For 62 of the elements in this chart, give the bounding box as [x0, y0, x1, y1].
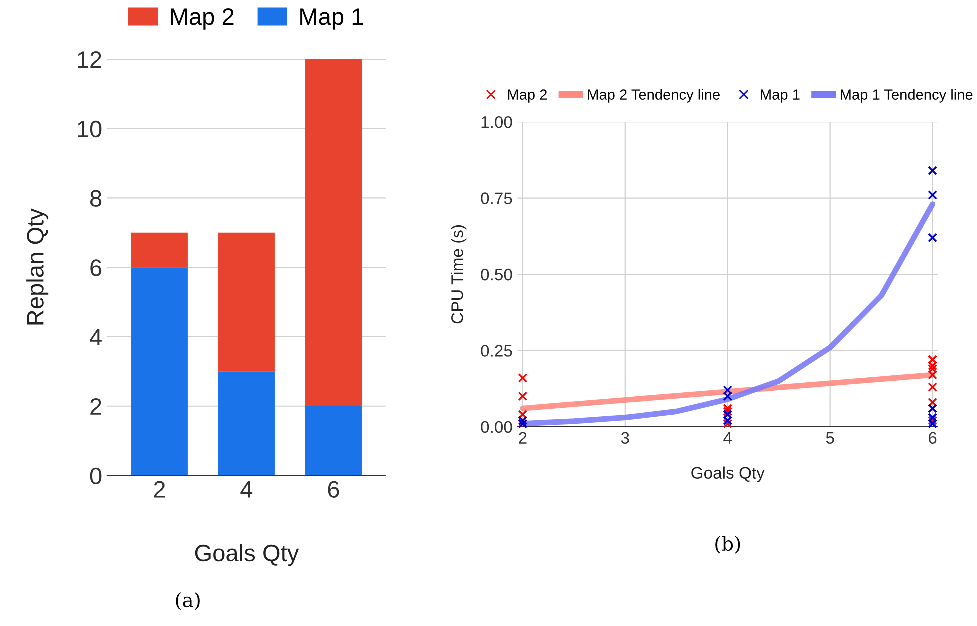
point — [518, 410, 528, 420]
point — [928, 416, 938, 426]
bar — [131, 268, 188, 476]
point — [723, 404, 733, 414]
y-axis-title: CPU Time (s) — [451, 226, 467, 324]
point — [928, 364, 938, 374]
point — [928, 398, 938, 408]
x-axis-title: Goals Qty — [692, 466, 765, 482]
x-tick-label: 2 — [519, 432, 527, 444]
legend-label: Map 2 — [171, 8, 234, 30]
bar — [131, 232, 188, 268]
point — [723, 406, 733, 416]
legend-label: Map 1 — [300, 8, 364, 30]
y-axis-title: Replan Qty — [26, 208, 49, 325]
x-tick-label: 5 — [826, 432, 834, 444]
point — [723, 416, 733, 426]
y-tick-label: 0 — [90, 468, 102, 485]
y-tick-label: 0.00 — [481, 421, 512, 434]
x-tick-label: 3 — [621, 432, 630, 444]
point — [928, 404, 938, 414]
text: (a) — [176, 592, 200, 610]
point — [928, 166, 938, 176]
y-tick-label: 2 — [90, 398, 102, 415]
point — [723, 392, 733, 402]
x-axis-title: Goals Qty — [195, 544, 300, 566]
y-tick-label: 10 — [78, 120, 102, 138]
x-tick-label: 4 — [724, 432, 732, 444]
bar — [305, 59, 362, 406]
point — [518, 416, 528, 426]
bar — [305, 406, 362, 476]
bar — [218, 232, 275, 372]
point — [723, 386, 733, 396]
point — [928, 361, 938, 371]
point — [723, 410, 733, 420]
point — [928, 382, 938, 392]
x-tick-label: 2 — [154, 481, 166, 498]
point — [518, 392, 528, 402]
text: (b) — [716, 536, 740, 554]
bar — [218, 372, 275, 476]
point — [518, 373, 528, 383]
y-tick-label: 8 — [90, 190, 102, 208]
x-tick-label: 6 — [929, 432, 937, 444]
y-tick-label: 4 — [90, 329, 102, 346]
y-tick-label: 0.75 — [481, 192, 512, 204]
point — [928, 355, 938, 365]
y-tick-label: 0.25 — [481, 345, 512, 357]
point — [928, 419, 938, 429]
y-tick-label: 12 — [78, 52, 102, 68]
legend-label: Map 2 Tendency line — [588, 89, 720, 103]
point — [928, 413, 938, 422]
y-tick-label: 6 — [90, 260, 102, 276]
point — [928, 370, 938, 380]
point — [928, 190, 938, 200]
x-tick-label: 6 — [328, 481, 340, 498]
legend-label: Map 1 — [761, 90, 800, 103]
legend-label: Map 1 Tendency line — [841, 89, 973, 103]
legend-label: Map 2 — [508, 90, 547, 103]
point — [723, 419, 733, 429]
y-tick-label: 1.00 — [482, 116, 512, 128]
point — [928, 233, 938, 243]
y-tick-label: 0.50 — [481, 268, 512, 281]
x-tick-label: 4 — [240, 481, 253, 498]
